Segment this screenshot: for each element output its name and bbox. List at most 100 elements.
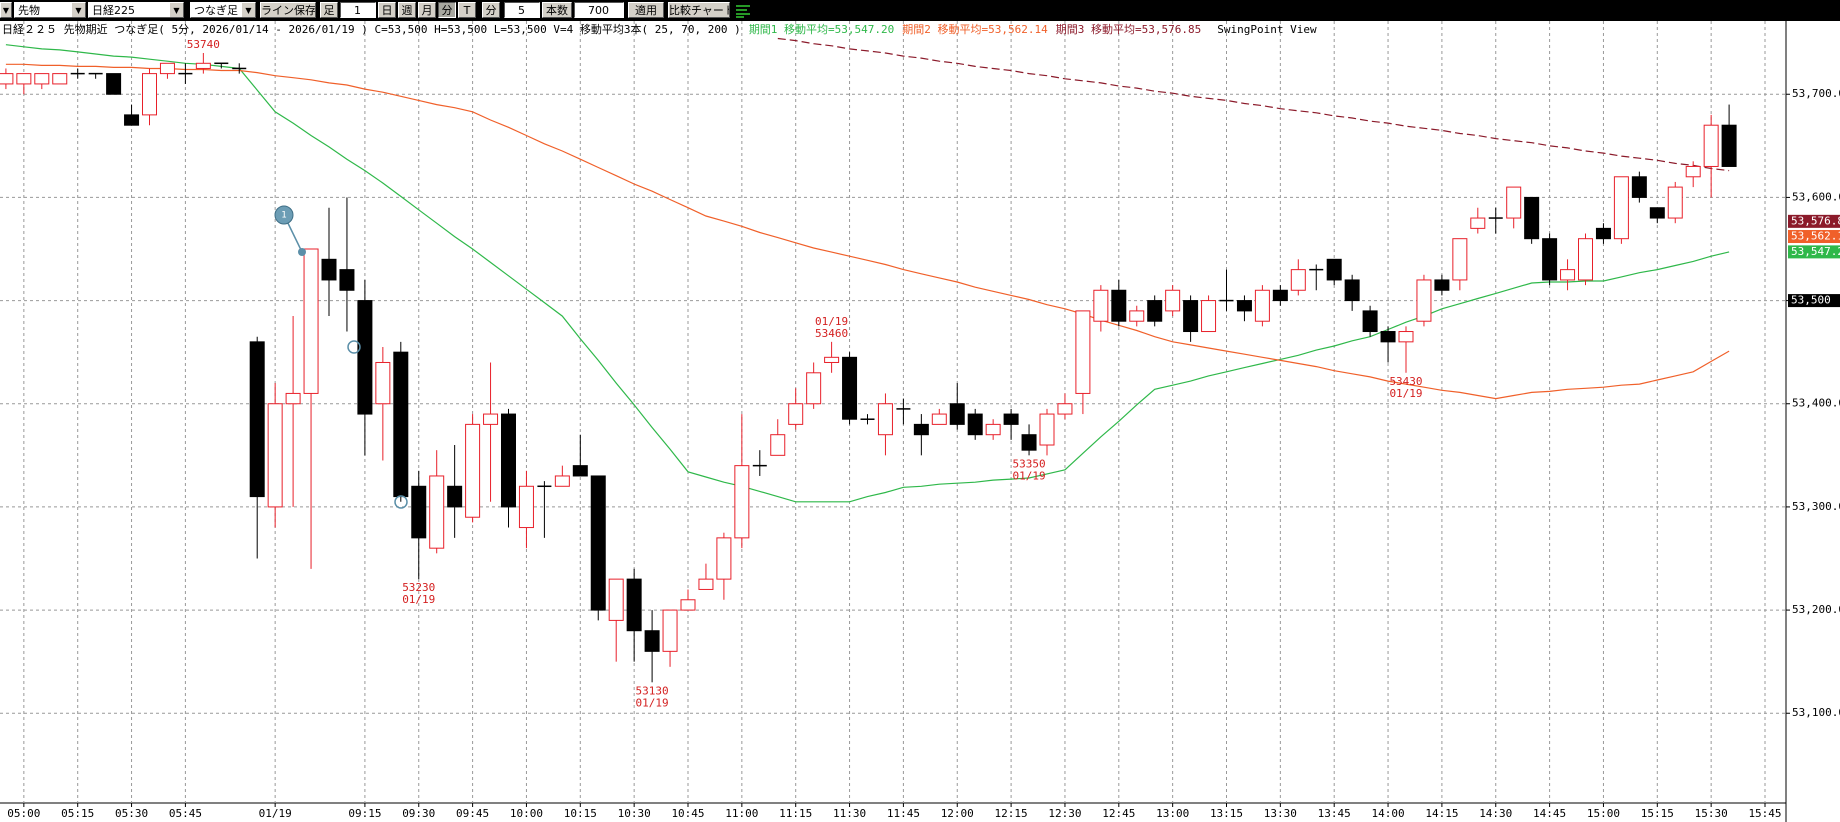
candle-body	[16, 73, 32, 85]
swing-low-label: 01/19	[1012, 469, 1045, 482]
price-tag-label: 53,500	[1791, 294, 1831, 307]
candle-body	[1470, 217, 1486, 229]
minute-button[interactable]: 分	[438, 2, 456, 18]
candle-body	[967, 413, 983, 436]
candle-body	[52, 73, 68, 85]
candle-body	[1093, 289, 1109, 322]
candle-body	[195, 62, 211, 69]
candle-body	[1326, 258, 1342, 281]
swing-high-label: 53740	[187, 38, 220, 51]
drawing-overlay: 1	[274, 205, 408, 509]
x-tick-label: 09:45	[456, 807, 489, 820]
candle-body	[1021, 434, 1037, 451]
count-input[interactable]: 700	[574, 2, 624, 18]
moving-average-line	[5, 44, 1730, 503]
candle-body	[716, 537, 732, 580]
candle-body	[411, 485, 427, 539]
overlay-point[interactable]	[347, 340, 361, 354]
header-view: SwingPoint View	[1217, 23, 1317, 36]
candle-body	[1236, 300, 1252, 312]
candle-body	[1578, 238, 1593, 281]
candle-body	[1147, 300, 1163, 322]
header-ma-1: 期間1 移動平均=53,547.20	[749, 22, 894, 36]
x-tick-label: 14:30	[1479, 807, 1512, 820]
price-tag-label: 53,576.8	[1791, 214, 1840, 227]
candle-body	[572, 465, 588, 477]
candle-body	[806, 372, 822, 405]
compare-button[interactable]: 比較チャート	[668, 2, 730, 18]
week-button[interactable]: 週	[398, 2, 416, 18]
swing-low-label: 53350	[1012, 457, 1045, 470]
x-tick-label: 05:45	[169, 807, 202, 820]
x-tick-label: 12:45	[1102, 807, 1135, 820]
candle-body	[124, 114, 140, 126]
x-tick-label: 09:30	[402, 807, 435, 820]
candle-body	[680, 599, 696, 611]
price-tag-label: 53,547.2	[1791, 245, 1840, 258]
candle-body	[1416, 279, 1432, 322]
candle-body	[1560, 269, 1576, 281]
candle-body	[34, 73, 50, 85]
candle-body	[1362, 310, 1378, 333]
candle-body	[357, 300, 373, 415]
candle-body	[554, 475, 570, 487]
candle-body	[518, 485, 534, 529]
bar-input[interactable]: 1	[340, 2, 376, 18]
x-tick-label: 09:15	[348, 807, 381, 820]
menu-button[interactable]: ▼	[0, 2, 12, 18]
candle-body	[1595, 227, 1611, 240]
candle-body	[985, 423, 1001, 436]
y-tick-label: 53,100.0	[1792, 706, 1840, 719]
candle-body	[734, 465, 750, 539]
candle-body	[0, 73, 14, 85]
swing-low-label: 53130	[636, 684, 669, 697]
candle-body	[429, 475, 445, 549]
x-tick-label: 13:00	[1156, 807, 1189, 820]
overlay-marker[interactable]	[274, 205, 294, 225]
candle-body	[1111, 289, 1127, 322]
candle-body	[106, 73, 122, 95]
chart-icon[interactable]	[734, 2, 754, 20]
candle-body	[626, 578, 642, 632]
interval-input[interactable]: 5	[504, 2, 540, 18]
save-line-button[interactable]: ライン保存	[260, 2, 316, 18]
apply-button[interactable]: 適用	[628, 2, 664, 18]
day-button[interactable]: 日	[378, 2, 396, 18]
candle-body	[698, 578, 714, 590]
candle-body	[1165, 289, 1181, 312]
candle-body	[824, 356, 840, 363]
candle-body	[1703, 124, 1719, 167]
x-tick-label: 10:45	[671, 807, 704, 820]
candle-body	[249, 341, 265, 498]
candle-body	[644, 630, 660, 652]
candle-body	[447, 485, 463, 508]
toolbar: ▼ 先物 日経225 つなぎ足 ライン保存 足 1 日 週 月 分 T 分 5 …	[0, 0, 1840, 21]
month-button[interactable]: 月	[418, 2, 436, 18]
overlay-point[interactable]	[394, 495, 408, 509]
x-tick-label: 12:30	[1048, 807, 1081, 820]
bar-type-select[interactable]: つなぎ足	[190, 2, 256, 18]
market-select[interactable]: 先物	[14, 2, 86, 18]
candle-body	[1272, 289, 1288, 302]
candle-body	[1039, 413, 1055, 446]
overlay-marker-label: 1	[281, 211, 286, 221]
x-tick-label: 14:15	[1425, 807, 1458, 820]
swing-low-label: 53430	[1389, 375, 1422, 388]
candle-body	[501, 413, 516, 508]
x-tick-label: 15:30	[1695, 807, 1728, 820]
candle-body	[465, 423, 481, 518]
header-ma-3: 期間3 移動平均=53,576.85	[1056, 22, 1201, 36]
x-tick-label: 13:30	[1264, 807, 1297, 820]
chart-header: 日経２２５ 先物期近 つなぎ足( 5分, 2026/01/14 - 2026/0…	[2, 22, 1317, 36]
candle-body	[770, 434, 786, 456]
x-tick-label: 11:00	[725, 807, 758, 820]
candle-body	[285, 392, 301, 405]
candle-body	[1721, 124, 1737, 167]
y-tick-label: 53,400.0	[1792, 397, 1840, 410]
tick-button[interactable]: T	[458, 2, 476, 18]
candle-body	[1613, 176, 1629, 240]
swing-low-label: 01/19	[402, 593, 435, 606]
y-tick-label: 53,200.0	[1792, 603, 1840, 616]
index-select[interactable]: 日経225	[88, 2, 184, 18]
